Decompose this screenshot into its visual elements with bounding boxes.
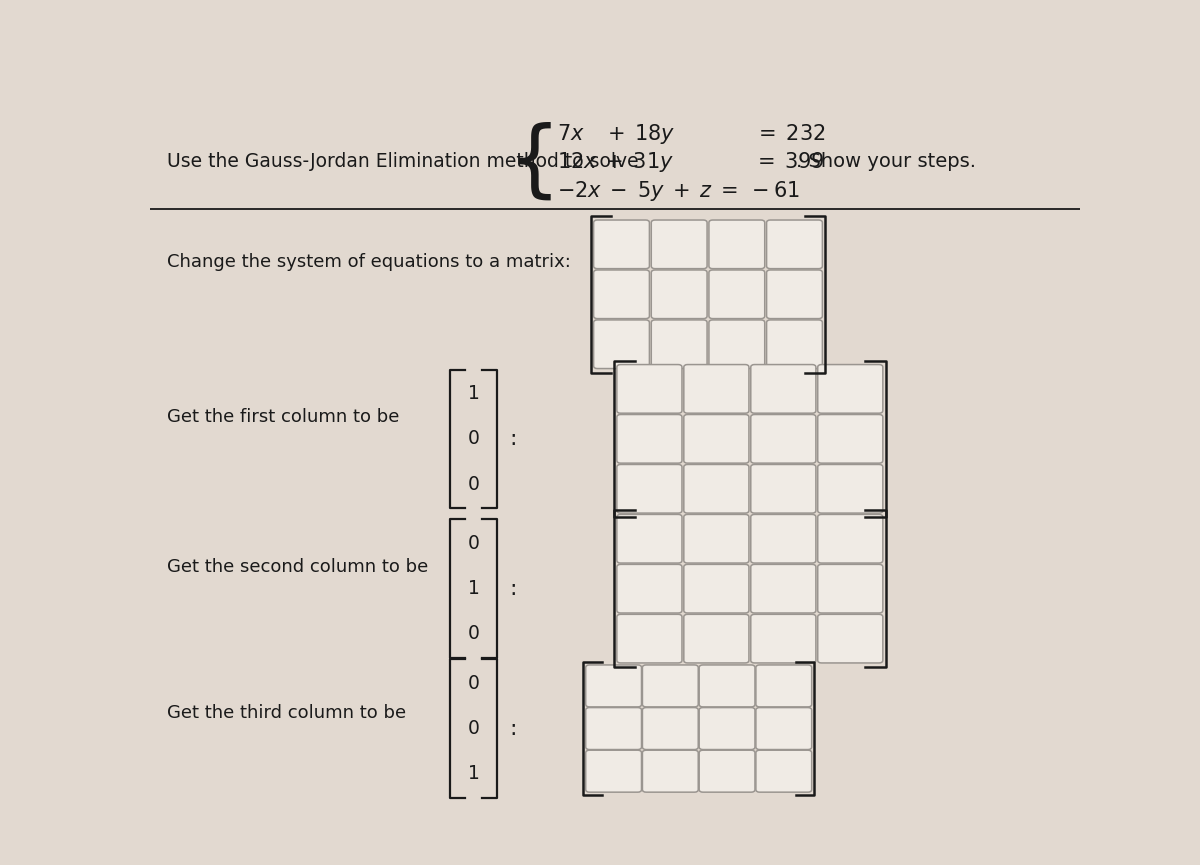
FancyBboxPatch shape: [700, 665, 755, 707]
FancyBboxPatch shape: [652, 220, 707, 269]
FancyBboxPatch shape: [700, 708, 755, 750]
FancyBboxPatch shape: [709, 270, 764, 318]
Text: 1: 1: [468, 384, 480, 403]
FancyBboxPatch shape: [652, 320, 707, 368]
FancyBboxPatch shape: [767, 270, 822, 318]
FancyBboxPatch shape: [684, 414, 749, 463]
FancyBboxPatch shape: [709, 320, 764, 368]
FancyBboxPatch shape: [767, 320, 822, 368]
FancyBboxPatch shape: [817, 564, 883, 613]
Text: :: :: [509, 579, 516, 599]
FancyBboxPatch shape: [594, 270, 649, 318]
FancyBboxPatch shape: [594, 320, 649, 368]
FancyBboxPatch shape: [756, 750, 811, 792]
FancyBboxPatch shape: [751, 614, 816, 663]
FancyBboxPatch shape: [684, 364, 749, 413]
Text: 0: 0: [468, 534, 480, 553]
FancyBboxPatch shape: [756, 665, 811, 707]
FancyBboxPatch shape: [817, 364, 883, 413]
Text: 1: 1: [468, 580, 480, 599]
FancyBboxPatch shape: [642, 708, 698, 750]
FancyBboxPatch shape: [709, 220, 764, 269]
FancyBboxPatch shape: [684, 614, 749, 663]
Text: 0: 0: [468, 475, 480, 494]
Text: 0: 0: [468, 719, 480, 738]
FancyBboxPatch shape: [617, 564, 682, 613]
FancyBboxPatch shape: [642, 665, 698, 707]
Text: Use the Gauss-Jordan Elimination method to solve: Use the Gauss-Jordan Elimination method …: [167, 152, 638, 171]
FancyBboxPatch shape: [751, 515, 816, 563]
Text: :: :: [509, 429, 516, 449]
FancyBboxPatch shape: [617, 364, 682, 413]
FancyBboxPatch shape: [751, 564, 816, 613]
Text: $-2x\;-\;5y\;+\;z\;=\;-61$: $-2x\;-\;5y\;+\;z\;=\;-61$: [557, 179, 800, 203]
FancyBboxPatch shape: [817, 465, 883, 513]
FancyBboxPatch shape: [751, 465, 816, 513]
FancyBboxPatch shape: [684, 465, 749, 513]
Text: Get the third column to be: Get the third column to be: [167, 704, 406, 722]
FancyBboxPatch shape: [751, 414, 816, 463]
FancyBboxPatch shape: [594, 220, 649, 269]
FancyBboxPatch shape: [684, 515, 749, 563]
FancyBboxPatch shape: [817, 414, 883, 463]
FancyBboxPatch shape: [817, 515, 883, 563]
FancyBboxPatch shape: [700, 750, 755, 792]
Text: $7x\quad +\;18y\qquad\qquad =\;232$: $7x\quad +\;18y\qquad\qquad =\;232$: [557, 122, 826, 146]
FancyBboxPatch shape: [617, 414, 682, 463]
Text: 1: 1: [468, 765, 480, 784]
Text: Change the system of equations to a matrix:: Change the system of equations to a matr…: [167, 253, 571, 272]
FancyBboxPatch shape: [756, 708, 811, 750]
FancyBboxPatch shape: [767, 220, 822, 269]
FancyBboxPatch shape: [684, 564, 749, 613]
Text: 0: 0: [468, 625, 480, 644]
FancyBboxPatch shape: [617, 465, 682, 513]
FancyBboxPatch shape: [586, 665, 642, 707]
Text: 0: 0: [468, 674, 480, 693]
Text: $12x\;+\;31y\qquad\qquad =\;399$: $12x\;+\;31y\qquad\qquad =\;399$: [557, 150, 826, 174]
Text: . Show your steps.: . Show your steps.: [797, 152, 977, 171]
Text: $\{$: $\{$: [508, 121, 552, 202]
FancyBboxPatch shape: [586, 750, 642, 792]
FancyBboxPatch shape: [751, 364, 816, 413]
FancyBboxPatch shape: [642, 750, 698, 792]
FancyBboxPatch shape: [652, 270, 707, 318]
Text: 0: 0: [468, 429, 480, 448]
FancyBboxPatch shape: [817, 614, 883, 663]
Text: Get the first column to be: Get the first column to be: [167, 407, 400, 426]
FancyBboxPatch shape: [586, 708, 642, 750]
FancyBboxPatch shape: [617, 614, 682, 663]
Text: Get the second column to be: Get the second column to be: [167, 558, 428, 576]
FancyBboxPatch shape: [617, 515, 682, 563]
Text: :: :: [509, 719, 516, 739]
